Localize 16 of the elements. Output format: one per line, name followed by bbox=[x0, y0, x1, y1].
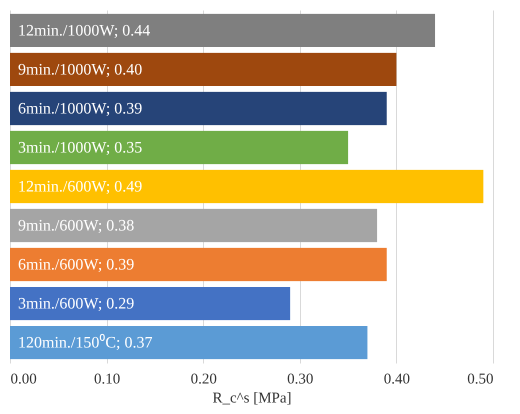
data-label: 9min./1000W; 0.40 bbox=[18, 61, 142, 78]
data-label: 3min./1000W; 0.35 bbox=[18, 139, 142, 156]
x-tick-label: 0.30 bbox=[287, 372, 314, 388]
x-tick-label: 0.10 bbox=[94, 372, 120, 388]
x-tick-label: 0.50 bbox=[467, 372, 494, 388]
x-axis-title: R_c^s [MPa] bbox=[212, 390, 292, 406]
x-tick-label: 0.20 bbox=[190, 372, 217, 388]
data-label: 12min./1000W; 0.44 bbox=[18, 22, 150, 40]
data-label: 6min./600W; 0.39 bbox=[18, 256, 134, 274]
data-label: 12min./600W; 0.49 bbox=[18, 178, 142, 196]
x-tick-label: 0.00 bbox=[10, 372, 37, 388]
data-label: 3min./600W; 0.29 bbox=[18, 296, 134, 313]
data-label: 9min./600W; 0.38 bbox=[18, 218, 134, 235]
data-label: 120min./150⁰C; 0.37 bbox=[18, 334, 152, 352]
x-tick-label: 0.40 bbox=[384, 372, 410, 388]
data-label: 6min./1000W; 0.39 bbox=[18, 100, 142, 118]
